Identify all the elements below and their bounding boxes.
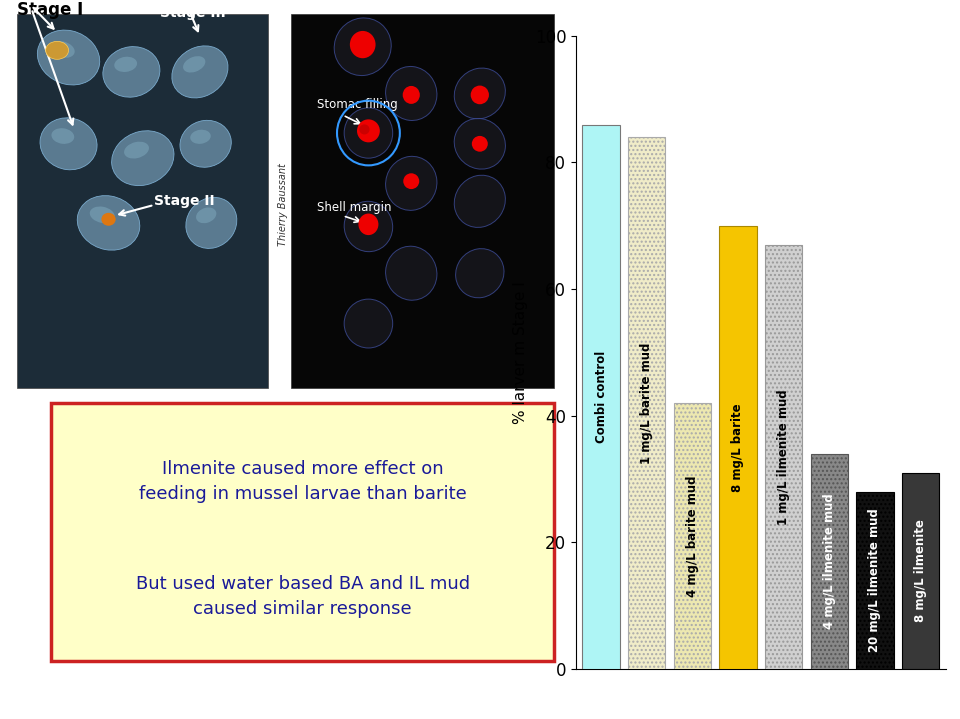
Ellipse shape [456,249,504,298]
Text: Combi control: Combi control [594,350,608,443]
Ellipse shape [386,246,437,301]
Bar [583,124,620,669]
Ellipse shape [357,119,380,142]
Ellipse shape [124,142,149,158]
Ellipse shape [114,57,137,72]
Ellipse shape [46,41,68,59]
Text: Stage II: Stage II [155,194,215,209]
Ellipse shape [102,213,115,226]
Ellipse shape [50,41,75,58]
Ellipse shape [402,86,420,104]
Text: Stomac filling: Stomac filling [317,99,397,111]
Ellipse shape [40,118,97,170]
FancyBboxPatch shape [52,403,554,661]
Text: 8 mg/L barite: 8 mg/L barite [732,403,745,492]
Text: 4 mg/L ilmenite mud: 4 mg/L ilmenite mud [823,493,836,629]
Ellipse shape [37,30,100,85]
Text: 1 mg/L barite mud: 1 mg/L barite mud [640,342,653,464]
Ellipse shape [454,68,505,119]
Y-axis label: % larver m Stage I: % larver m Stage I [513,281,528,423]
Text: 8 mg/L ilmenite: 8 mg/L ilmenite [914,519,927,622]
Text: 20 mg/L ilmenite mud: 20 mg/L ilmenite mud [869,508,881,652]
Bar [674,403,711,669]
Text: Stage I: Stage I [17,1,84,19]
Text: Stage III: Stage III [160,6,226,19]
Ellipse shape [349,31,375,58]
Ellipse shape [344,299,393,348]
Ellipse shape [403,173,420,189]
Text: But used water based BA and IL mud
caused similar response: But used water based BA and IL mud cause… [135,575,469,618]
Bar [810,454,848,669]
Ellipse shape [190,129,211,144]
Ellipse shape [186,198,237,248]
Text: Thierry Baussant: Thierry Baussant [277,163,288,247]
Ellipse shape [386,66,437,121]
Ellipse shape [111,131,174,186]
Ellipse shape [90,206,115,223]
Ellipse shape [77,196,140,250]
Ellipse shape [103,47,160,97]
Ellipse shape [196,208,216,223]
Text: Shell margin: Shell margin [317,201,392,214]
Text: Ilmenite caused more effect on
feeding in mussel larvae than barite: Ilmenite caused more effect on feeding i… [139,460,467,503]
Bar [628,137,665,669]
Ellipse shape [183,56,205,73]
Bar [719,226,756,669]
Bar [17,14,269,388]
Ellipse shape [172,46,228,98]
Bar [291,14,554,388]
Text: 1 mg/L ilmenite mud: 1 mg/L ilmenite mud [777,389,790,525]
Ellipse shape [334,18,392,75]
Text: 4 mg/L barite mud: 4 mg/L barite mud [685,475,699,597]
Ellipse shape [386,156,437,211]
Ellipse shape [344,201,393,252]
Ellipse shape [454,119,505,169]
Ellipse shape [358,214,378,235]
Ellipse shape [180,120,231,168]
Bar [901,472,939,669]
Ellipse shape [454,175,505,227]
Ellipse shape [52,128,74,144]
Bar [856,492,894,669]
Ellipse shape [471,136,488,152]
Ellipse shape [470,86,489,104]
Bar [765,244,803,669]
Ellipse shape [359,124,370,134]
Ellipse shape [344,108,393,158]
